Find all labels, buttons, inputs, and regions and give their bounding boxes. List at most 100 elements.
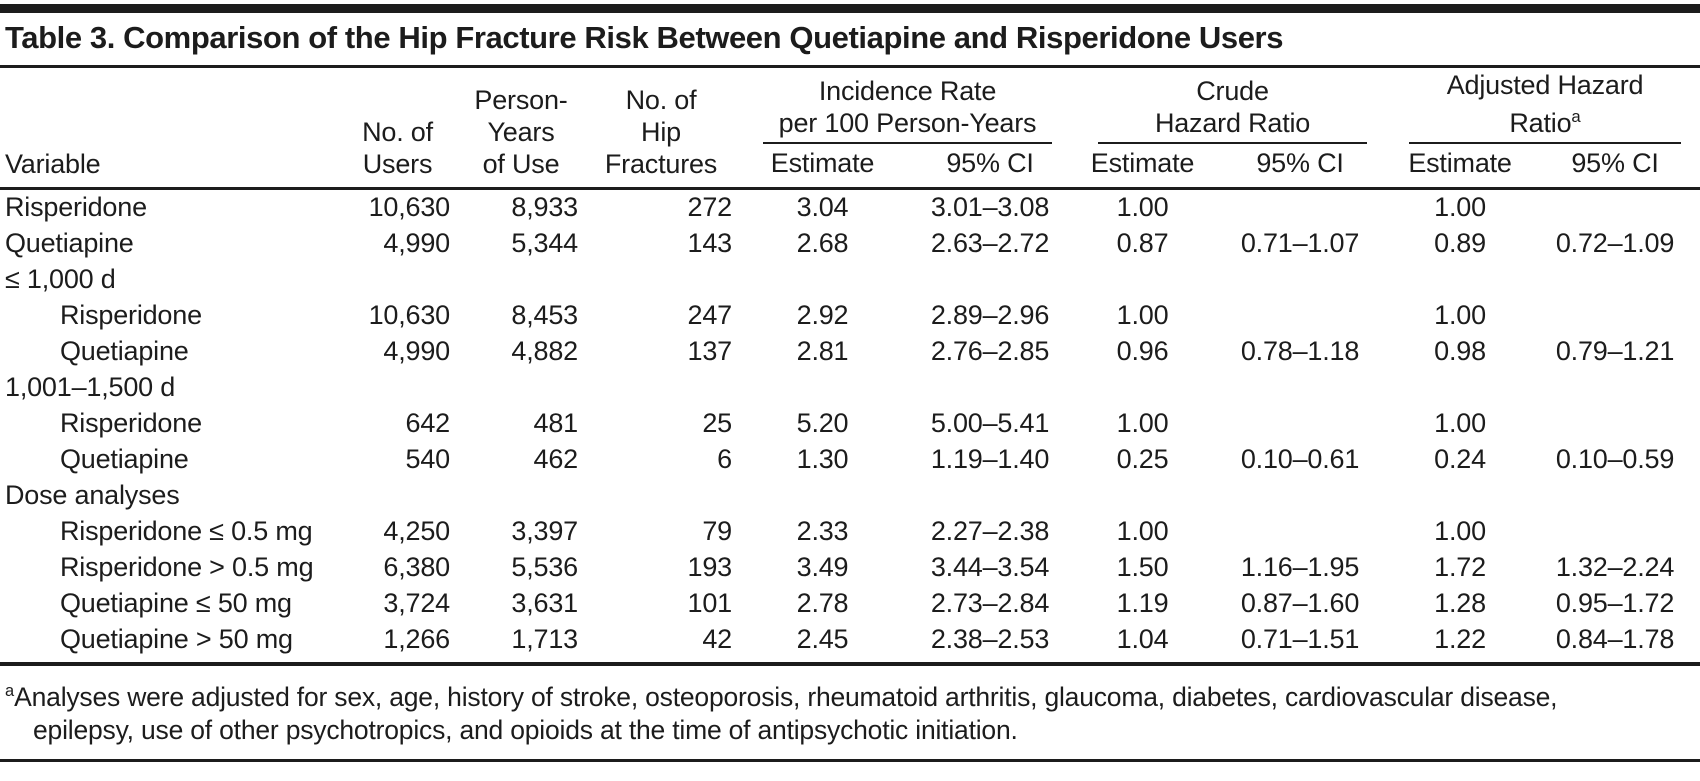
cell-crude-ci: 0.71–1.51 — [1210, 621, 1391, 666]
cell-users: 4,250 — [383, 516, 450, 546]
cell-ir-estimate: 1.30 — [796, 444, 849, 474]
cell-ir-ci: 5.00–5.41 — [930, 408, 1050, 438]
footnote-marker: a — [5, 681, 15, 700]
table-title: Table 3. Comparison of the Hip Fracture … — [0, 13, 1700, 68]
cell-ir-ci: 2.76–2.85 — [930, 336, 1050, 366]
row-label: Quetiapine ≤ 50 mg — [60, 588, 292, 618]
table-row: Quetiapine ≤ 50 mg 3,724 3,631 101 2.78 … — [0, 586, 1700, 622]
cell-person-years: 481 — [533, 408, 579, 438]
column-header-users: No. of Users — [335, 68, 460, 190]
cell-adj-estimate: 0.98 — [1434, 336, 1486, 366]
cell-adj-ci: 0.95–1.72 — [1555, 588, 1675, 618]
cell-person-years: 462 — [533, 444, 579, 474]
cell-person-years: 3,397 — [511, 516, 578, 546]
cell-crude-ci: 0.10–0.61 — [1240, 444, 1360, 474]
row-label: Quetiapine > 50 mg — [0, 621, 335, 666]
table-body: Risperidone 10,630 8,933 272 3.04 3.01–3… — [0, 188, 1700, 666]
cell-crude-estimate: 1.19 — [1116, 588, 1169, 618]
table-row: Risperidone 10,630 8,453 247 2.92 2.89–2… — [0, 298, 1700, 334]
group-header-adjusted-hazard-ratio: Adjusted Hazard Ratioa — [1390, 68, 1700, 144]
subheader-ir-estimate: Estimate — [740, 144, 905, 190]
table-row: Risperidone 10,630 8,933 272 3.04 3.01–3… — [0, 188, 1700, 226]
cell-adj-ci: 1.32–2.24 — [1555, 552, 1675, 582]
cell-ir-estimate: 2.33 — [796, 516, 849, 546]
table-row: Quetiapine 4,990 4,882 137 2.81 2.76–2.8… — [0, 334, 1700, 370]
cell-person-years: 1,713 — [460, 621, 582, 666]
data-table: Variable No. of Users Person- Years of U… — [0, 68, 1700, 666]
cell-crude-ci: 0.78–1.18 — [1240, 336, 1360, 366]
cell-person-years: 4,882 — [511, 336, 578, 366]
cell-person-years: 5,536 — [511, 552, 578, 582]
cell-crude-estimate: 1.04 — [1075, 621, 1211, 666]
cell-crude-estimate: 1.00 — [1116, 516, 1169, 546]
cell-ir-estimate: 2.45 — [740, 621, 905, 666]
section-label: Dose analyses — [5, 480, 180, 510]
cell-ir-estimate: 2.92 — [796, 300, 849, 330]
table-row: Risperidone ≤ 0.5 mg 4,250 3,397 79 2.33… — [0, 514, 1700, 550]
table-header: Variable No. of Users Person- Years of U… — [0, 68, 1700, 190]
cell-ir-ci: 2.38–2.53 — [905, 621, 1076, 666]
cell-crude-estimate: 1.00 — [1116, 408, 1169, 438]
column-header-person-years: Person- Years of Use — [460, 68, 582, 190]
footnote-section: aAnalyses were adjusted for sex, age, hi… — [0, 666, 1700, 763]
cell-crude-estimate: 0.25 — [1116, 444, 1169, 474]
cell-ir-ci: 3.44–3.54 — [930, 552, 1050, 582]
group-header-row: Variable No. of Users Person- Years of U… — [0, 68, 1700, 190]
cell-adj-estimate: 0.89 — [1434, 228, 1486, 258]
cell-ir-ci: 2.89–2.96 — [930, 300, 1050, 330]
row-label: Quetiapine — [60, 444, 189, 474]
cell-fractures: 272 — [687, 192, 733, 222]
cell-fractures: 25 — [702, 408, 732, 438]
cell-adj-estimate: 1.00 — [1434, 192, 1486, 222]
cell-users: 642 — [405, 408, 451, 438]
cell-users: 10,630 — [368, 300, 451, 330]
cell-fractures: 79 — [702, 516, 732, 546]
footnote-text: aAnalyses were adjusted for sex, age, hi… — [5, 681, 1558, 746]
cell-fractures: 143 — [687, 228, 733, 258]
sub-header-row: Estimate 95% CI Estimate 95% CI Estimate… — [0, 144, 1700, 190]
cell-users: 3,724 — [383, 588, 450, 618]
cell-crude-ci — [1210, 188, 1390, 226]
table-top-rule — [0, 4, 1700, 13]
row-label: Risperidone ≤ 0.5 mg — [60, 516, 313, 546]
row-label: Risperidone > 0.5 mg — [60, 552, 314, 582]
cell-crude-estimate: 1.00 — [1116, 192, 1169, 222]
cell-adj-ci — [1530, 188, 1700, 226]
cell-ir-estimate: 3.04 — [796, 192, 849, 222]
cell-ir-estimate: 2.78 — [796, 588, 849, 618]
cell-crude-ci: 0.71–1.07 — [1240, 228, 1360, 258]
section-label: ≤ 1,000 d — [5, 264, 116, 294]
cell-adj-ci: 0.10–0.59 — [1555, 444, 1675, 474]
table-row: Risperidone 642 481 25 5.20 5.00–5.41 1.… — [0, 406, 1700, 442]
subheader-adj-ci: 95% CI — [1530, 144, 1700, 190]
cell-crude-estimate: 0.96 — [1116, 336, 1169, 366]
cell-fractures: 247 — [687, 300, 733, 330]
cell-ir-ci: 3.01–3.08 — [930, 192, 1050, 222]
cell-crude-estimate: 1.50 — [1116, 552, 1169, 582]
cell-ir-ci: 2.27–2.38 — [930, 516, 1050, 546]
cell-fractures: 101 — [687, 588, 733, 618]
cell-adj-estimate: 1.72 — [1434, 552, 1486, 582]
cell-ir-estimate: 5.20 — [796, 408, 849, 438]
cell-fractures: 137 — [687, 336, 733, 366]
cell-users: 4,990 — [383, 228, 450, 258]
cell-adj-ci — [1530, 514, 1700, 550]
cell-ir-estimate: 2.81 — [796, 336, 849, 366]
cell-person-years: 8,933 — [511, 192, 578, 222]
cell-crude-ci — [1210, 406, 1390, 442]
cell-ir-ci: 2.73–2.84 — [930, 588, 1050, 618]
cell-adj-ci — [1530, 298, 1700, 334]
section-row: 1,001–1,500 d — [0, 370, 1700, 406]
cell-person-years: 5,344 — [511, 228, 578, 258]
cell-users: 1,266 — [335, 621, 460, 666]
cell-adj-estimate: 1.00 — [1434, 408, 1486, 438]
cell-crude-ci: 1.16–1.95 — [1240, 552, 1360, 582]
cell-users: 540 — [405, 444, 451, 474]
cell-fractures: 193 — [687, 552, 733, 582]
cell-crude-ci — [1210, 514, 1390, 550]
cell-adj-ci: 0.79–1.21 — [1555, 336, 1675, 366]
subheader-ir-ci: 95% CI — [905, 144, 1076, 190]
cell-adj-estimate: 1.00 — [1434, 300, 1486, 330]
subheader-crude-estimate: Estimate — [1075, 144, 1211, 190]
cell-crude-estimate: 1.00 — [1116, 300, 1169, 330]
